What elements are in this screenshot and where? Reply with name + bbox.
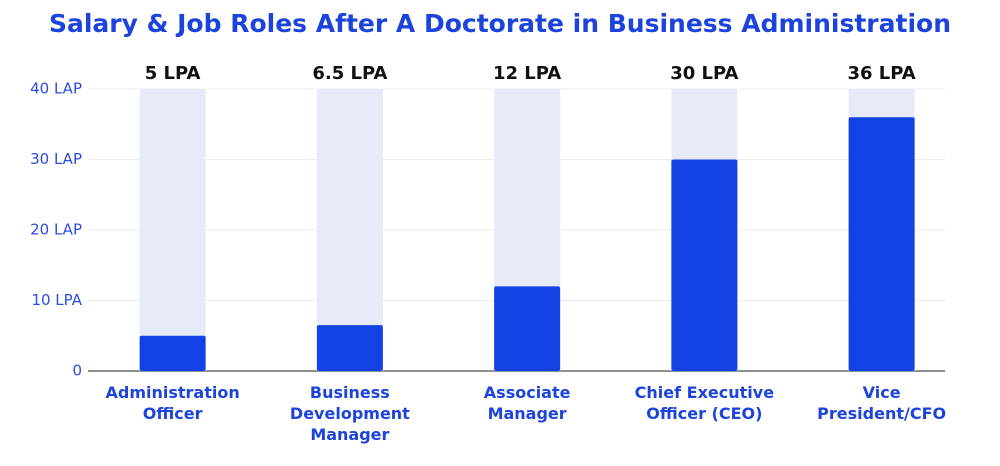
bar — [494, 286, 561, 371]
bar-track — [139, 89, 206, 371]
y-tick-label: 20 LAP — [30, 221, 82, 239]
bar — [139, 335, 206, 371]
x-tick-label: Business Development Manager — [289, 383, 410, 444]
value-label: 12 LPA — [493, 63, 561, 84]
bar — [316, 325, 383, 371]
chart-title: Salary & Job Roles After A Doctorate in … — [49, 9, 951, 38]
x-tick-label: Associate Manager — [483, 383, 571, 423]
y-tick-label: 0 — [72, 362, 82, 380]
x-tick-label: Vice President/CFO — [817, 383, 947, 423]
x-tick-label: Administration Officer — [105, 383, 240, 423]
value-label: 6.5 LPA — [312, 63, 387, 84]
value-label: 5 LPA — [145, 63, 201, 84]
bar — [848, 117, 915, 371]
y-tick-label: 40 LAP — [30, 80, 82, 98]
x-tick-label: Chief Executive Officer (CEO) — [634, 383, 775, 423]
bar — [671, 159, 738, 371]
y-tick-label: 10 LPA — [31, 291, 82, 309]
bar-track — [316, 89, 383, 371]
value-label: 30 LPA — [670, 63, 738, 84]
y-tick-label: 30 LAP — [30, 150, 82, 168]
value-label: 36 LPA — [847, 63, 915, 84]
